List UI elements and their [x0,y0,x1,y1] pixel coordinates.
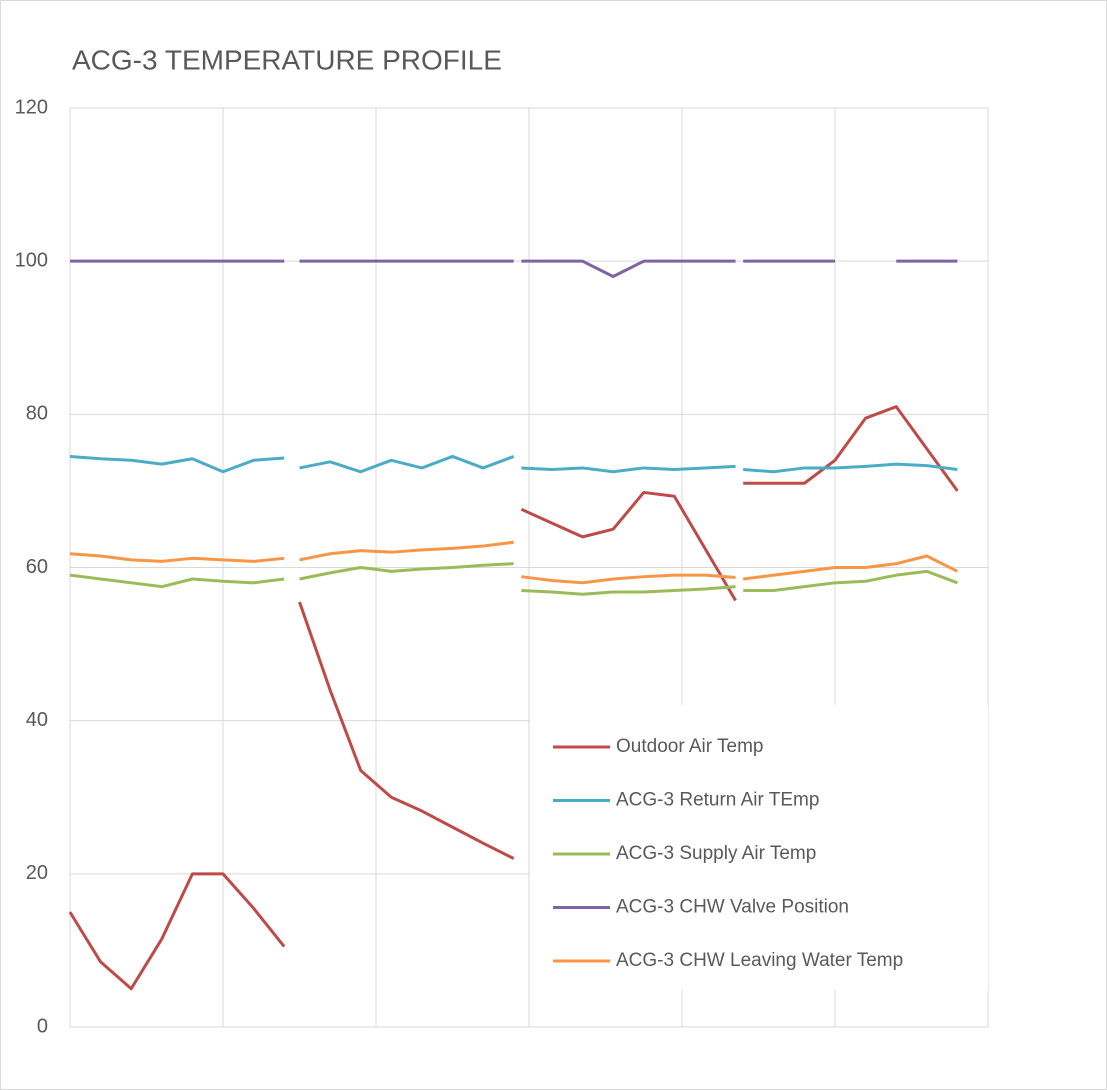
legend: Outdoor Air Temp ACG-3 Return Air TEmp ACG… [530,705,988,990]
legend-box [530,705,988,990]
legend-label: ACG-3 Supply Air Temp [616,843,816,864]
chart-title: ACG-3 TEMPERATURE PROFILE [72,44,502,75]
legend-label: Outdoor Air Temp [616,736,764,757]
y-tick-label: 40 [26,709,48,731]
y-tick-label: 60 [26,556,48,578]
y-tick-label: 0 [37,1015,48,1037]
data-line [69,562,958,596]
legend-label: ACG-3 Return Air TEmp [616,790,819,811]
data-line [70,259,958,278]
legend-label: ACG-3 CHW Valve Position [616,897,849,918]
legend-label: ACG-3 CHW Leaving Water Temp [616,950,903,971]
y-tick-label: 20 [26,862,48,884]
y-tick-label: 100 [15,249,48,271]
y-tick-label: 80 [26,403,48,425]
data-line [69,454,958,474]
data-line [68,405,959,991]
y-tick-label: 120 [15,96,48,118]
data-line [69,540,959,585]
